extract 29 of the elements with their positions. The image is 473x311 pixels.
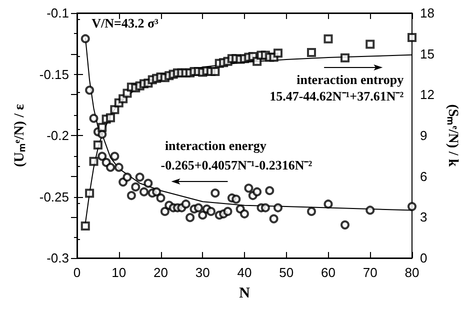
y2-tick-label: 9 bbox=[420, 128, 428, 143]
annotation: 15.47-44.62N⁻¹+37.61N⁻² bbox=[270, 88, 404, 104]
y2-tick-label: 3 bbox=[420, 210, 428, 225]
annotation: interaction energy bbox=[164, 138, 267, 153]
y2-tick-label: 18 bbox=[420, 6, 434, 20]
y2-tick-label: 15 bbox=[420, 46, 434, 62]
x-tick-label: 20 bbox=[154, 265, 168, 280]
x-tick-label: 10 bbox=[112, 265, 126, 280]
annotation: interaction entropy bbox=[296, 72, 404, 88]
x-tick-label: 0 bbox=[73, 265, 81, 280]
y2-tick-label: 12 bbox=[420, 87, 434, 102]
y2-tick-label: 0 bbox=[420, 250, 428, 266]
y-tick-label: -0.2 bbox=[46, 128, 69, 143]
y2-tick-label: 6 bbox=[420, 168, 428, 184]
x-tick-label: 80 bbox=[404, 265, 420, 280]
y-tick-label: -0.3 bbox=[46, 250, 69, 266]
x-tick-label: 30 bbox=[195, 265, 210, 280]
annotation: -0.265+0.4057N⁻¹-0.2316N⁻² bbox=[160, 157, 312, 172]
y-axis-title: (Uₘᵉ/N) / ε bbox=[12, 104, 28, 167]
y2-axis-title: (Sₘᵉ/N) / k bbox=[444, 104, 460, 167]
x-tick-label: 60 bbox=[321, 265, 336, 280]
annotation: V/N=43.2 σ³ bbox=[92, 15, 159, 30]
y-tick-label: -0.25 bbox=[39, 189, 69, 204]
x-tick-label: 50 bbox=[279, 265, 294, 280]
x-tick-label: 40 bbox=[237, 265, 252, 280]
y-tick-label: -0.15 bbox=[39, 66, 69, 82]
x-axis-title: N bbox=[239, 286, 250, 302]
y-tick-label: -0.1 bbox=[46, 6, 69, 20]
x-tick-label: 70 bbox=[362, 265, 378, 280]
